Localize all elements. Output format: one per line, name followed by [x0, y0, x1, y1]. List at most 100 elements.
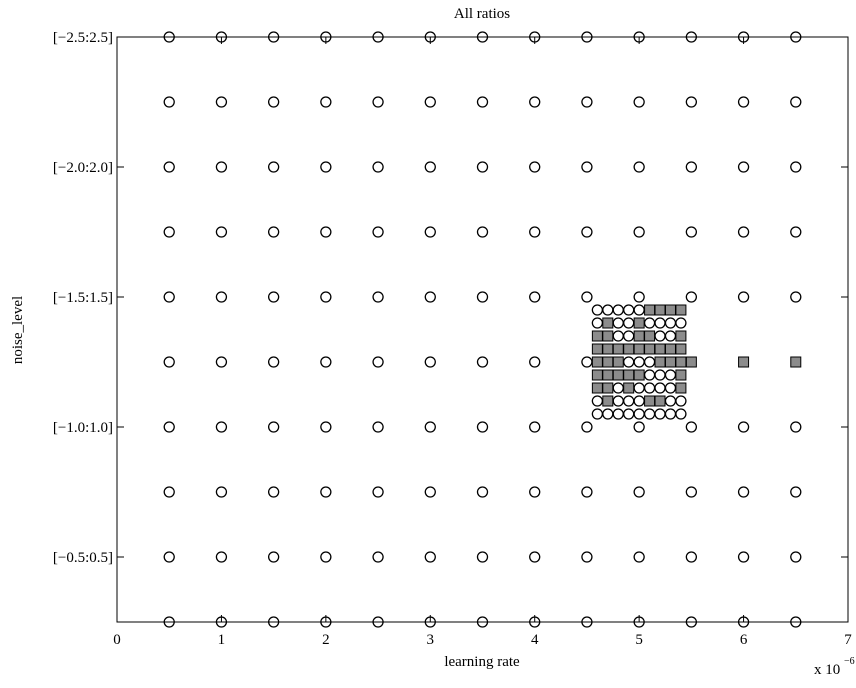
point — [267, 31, 280, 43]
point — [643, 317, 656, 329]
point — [529, 291, 541, 303]
point — [372, 356, 384, 368]
point — [591, 317, 604, 329]
point — [654, 343, 666, 355]
point — [602, 304, 614, 316]
point — [320, 616, 332, 628]
point — [476, 31, 489, 43]
x-tick-label: 5 — [635, 632, 643, 648]
point — [644, 343, 656, 355]
point — [633, 343, 645, 355]
point — [476, 291, 489, 303]
point — [612, 382, 624, 394]
point — [602, 317, 614, 329]
point — [633, 161, 645, 173]
point — [675, 408, 687, 420]
y-axis-label: noise_level — [10, 296, 26, 364]
point — [664, 343, 676, 355]
point — [790, 161, 802, 173]
point — [529, 421, 541, 433]
point — [320, 161, 332, 173]
point — [675, 343, 687, 355]
point — [476, 486, 489, 498]
point — [664, 395, 677, 407]
point — [643, 408, 656, 420]
point — [476, 226, 489, 238]
y-tick-label: [−0.5:0.5] — [53, 550, 113, 566]
point — [529, 616, 541, 628]
point — [790, 551, 802, 563]
point — [215, 161, 228, 173]
point — [790, 616, 802, 628]
point — [602, 343, 614, 355]
point — [633, 616, 645, 628]
point — [654, 317, 666, 329]
point — [612, 330, 624, 342]
point — [215, 486, 228, 498]
point — [215, 96, 228, 108]
point — [633, 330, 645, 342]
point — [581, 616, 593, 628]
point — [675, 382, 687, 394]
point — [581, 161, 593, 173]
point — [633, 382, 645, 394]
point — [737, 486, 750, 498]
point — [633, 317, 645, 329]
point — [529, 551, 541, 563]
point — [424, 96, 436, 108]
x-tick-label: 6 — [740, 632, 748, 648]
point — [424, 486, 436, 498]
point — [664, 356, 676, 368]
point — [612, 343, 624, 355]
point — [372, 161, 384, 173]
point — [675, 356, 687, 368]
point — [790, 226, 802, 238]
point — [737, 161, 750, 173]
point — [737, 31, 750, 43]
point — [790, 31, 802, 43]
point — [529, 31, 541, 43]
point — [675, 395, 687, 407]
point — [591, 343, 603, 355]
point — [267, 96, 280, 108]
point — [267, 226, 280, 238]
point — [633, 304, 645, 316]
point — [215, 31, 228, 43]
point — [215, 291, 228, 303]
point — [529, 486, 541, 498]
point — [633, 486, 645, 498]
point — [644, 395, 656, 407]
point — [581, 31, 593, 43]
point — [643, 382, 656, 394]
point — [476, 356, 489, 368]
point — [267, 551, 280, 563]
point — [664, 369, 677, 381]
point — [664, 330, 677, 342]
point — [612, 369, 624, 381]
point — [320, 31, 332, 43]
point — [581, 96, 593, 108]
point — [664, 317, 677, 329]
point — [372, 486, 384, 498]
point — [737, 551, 750, 563]
point — [372, 616, 384, 628]
point — [790, 486, 802, 498]
point — [685, 486, 698, 498]
point — [602, 369, 614, 381]
point — [633, 96, 645, 108]
point — [372, 226, 384, 238]
point — [215, 421, 228, 433]
point — [215, 356, 228, 368]
point — [424, 551, 436, 563]
point — [267, 161, 280, 173]
y-tick-label: [−1.5:1.5] — [53, 290, 113, 306]
point — [372, 31, 384, 43]
point — [163, 551, 175, 563]
point — [737, 616, 750, 628]
point — [654, 369, 666, 381]
point — [737, 291, 750, 303]
point — [267, 291, 280, 303]
point — [633, 395, 645, 407]
point — [581, 551, 593, 563]
point — [623, 330, 635, 342]
